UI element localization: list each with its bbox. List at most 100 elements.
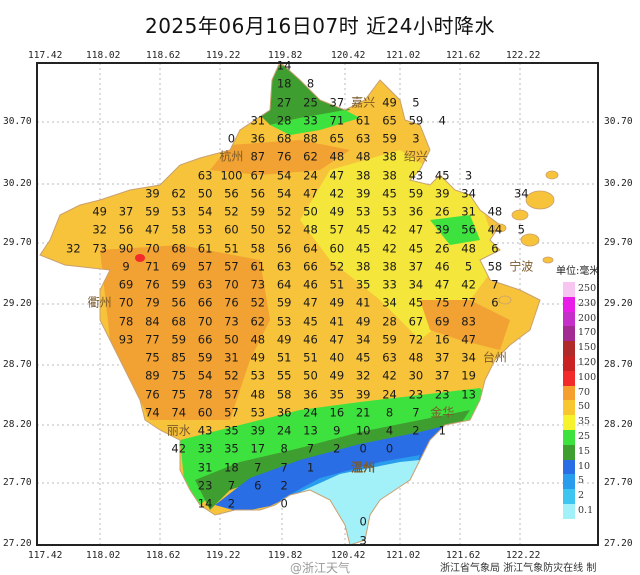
station-rainfall-value: 5 <box>517 222 525 237</box>
station-rainfall-value: 78 <box>118 314 134 328</box>
station-rainfall-value: 67 <box>408 314 424 328</box>
station-rainfall-value: 3 <box>359 533 367 547</box>
station-rainfall-value: 47 <box>145 222 160 237</box>
station-rainfall-value: 32 <box>92 222 108 237</box>
station-rainfall-value: 68 <box>171 314 187 328</box>
station-rainfall-value: 30 <box>408 368 424 383</box>
station-rainfall-value: 24 <box>276 423 292 438</box>
station-rainfall-value: 58 <box>250 241 266 255</box>
station-rainfall-value: 45 <box>408 295 424 310</box>
city-label: 宁波 <box>509 259 534 274</box>
lat-tick-left: 28.20 <box>3 419 32 430</box>
station-rainfall-value: 5 <box>412 95 420 109</box>
station-rainfall-value: 46 <box>434 259 450 274</box>
station-rainfall-value: 73 <box>224 314 239 328</box>
station-rainfall-value: 67 <box>250 168 266 182</box>
station-rainfall-value: 49 <box>276 332 292 347</box>
station-rainfall-value: 66 <box>303 259 318 274</box>
station-rainfall-value: 66 <box>197 332 213 347</box>
station-rainfall-value: 2 <box>412 423 420 438</box>
station-rainfall-value: 7 <box>412 405 420 420</box>
station-rainfall-value: 38 <box>382 168 397 182</box>
station-rainfall-value: 47 <box>303 186 318 201</box>
legend-swatch <box>563 311 575 327</box>
station-rainfall-value: 48 <box>303 222 318 237</box>
station-rainfall-value: 6 <box>254 478 262 493</box>
lon-tick-top: 117.42 <box>28 50 63 61</box>
station-rainfall-value: 13 <box>303 423 318 438</box>
station-rainfall-value: 54 <box>197 204 213 219</box>
station-rainfall-value: 52 <box>329 259 345 274</box>
station-rainfall-value: 73 <box>92 241 108 255</box>
station-rainfall-value: 35 <box>355 277 371 292</box>
station-rainfall-value: 7 <box>227 478 236 493</box>
station-rainfall-value: 54 <box>276 168 292 182</box>
lon-tick-bottom: 118.02 <box>86 550 121 561</box>
station-rainfall-value: 41 <box>329 314 345 328</box>
station-rainfall-value: 39 <box>434 186 450 201</box>
station-rainfall-value: 74 <box>171 405 187 420</box>
station-rainfall-value: 70 <box>197 314 213 328</box>
station-rainfall-value: 53 <box>355 204 371 219</box>
station-rainfall-value: 65 <box>329 131 345 146</box>
legend-swatch <box>563 489 575 504</box>
station-rainfall-value: 41 <box>355 295 371 310</box>
station-rainfall-value: 42 <box>382 241 397 255</box>
station-rainfall-value: 9 <box>333 423 341 438</box>
lon-tick-top: 121.02 <box>386 50 421 61</box>
station-rainfall-value: 24 <box>303 405 318 420</box>
station-rainfall-value: 63 <box>382 350 397 365</box>
legend-label: 170 <box>578 327 597 339</box>
station-rainfall-value: 37 <box>329 95 345 109</box>
station-rainfall-value: 59 <box>171 332 187 347</box>
map-title: 2025年06月16日07时 近24小时降水 <box>144 14 496 38</box>
station-rainfall-value: 24 <box>382 387 397 401</box>
station-rainfall-value: 45 <box>382 186 397 201</box>
station-rainfall-value: 56 <box>276 241 292 255</box>
station-rainfall-value: 42 <box>461 277 476 292</box>
footer-credit: 浙江省气象局 浙江气象防灾在线 制 <box>440 563 597 574</box>
station-rainfall-value: 38 <box>355 259 371 274</box>
legend-label: 70 <box>578 386 591 398</box>
station-rainfall-value: 8 <box>280 441 288 456</box>
city-label: 衢州 <box>87 295 112 310</box>
station-rainfall-value: 54 <box>197 368 213 383</box>
station-rainfall-value: 59 <box>382 131 397 146</box>
station-rainfall-value: 74 <box>145 405 160 420</box>
station-rainfall-value: 1 <box>438 423 446 438</box>
station-rainfall-value: 51 <box>303 350 318 365</box>
station-rainfall-value: 57 <box>224 259 239 274</box>
station-rainfall-value: 69 <box>118 277 134 292</box>
station-rainfall-value: 56 <box>224 186 239 201</box>
station-rainfall-value: 24 <box>303 168 318 182</box>
station-rainfall-value: 59 <box>197 350 213 365</box>
station-rainfall-value: 4 <box>438 113 446 128</box>
station-rainfall-value: 34 <box>408 277 424 292</box>
station-rainfall-value: 71 <box>145 259 160 274</box>
station-rainfall-value: 60 <box>197 405 213 420</box>
station-rainfall-value: 42 <box>382 368 397 383</box>
station-rainfall-value: 39 <box>434 222 450 237</box>
station-rainfall-value: 36 <box>276 405 292 420</box>
station-rainfall-value: 56 <box>118 222 134 237</box>
station-rainfall-value: 69 <box>434 314 450 328</box>
lon-tick-bottom: 119.22 <box>206 550 241 561</box>
station-rainfall-value: 18 <box>224 460 239 474</box>
lon-tick-bottom: 121.62 <box>446 550 481 561</box>
station-rainfall-value: 50 <box>303 204 318 219</box>
station-rainfall-value: 37 <box>408 259 424 274</box>
station-rainfall-value: 76 <box>224 295 239 310</box>
station-rainfall-value: 16 <box>329 405 345 420</box>
lat-tick-left: 30.70 <box>3 116 32 127</box>
station-rainfall-value: 77 <box>461 295 476 310</box>
lon-tick-bottom: 120.42 <box>331 550 366 561</box>
station-rainfall-value: 42 <box>382 222 397 237</box>
station-rainfall-value: 31 <box>461 204 476 219</box>
station-rainfall-value: 39 <box>355 387 371 401</box>
station-rainfall-value: 53 <box>250 368 266 383</box>
station-rainfall-value: 76 <box>145 277 160 292</box>
station-rainfall-value: 76 <box>276 149 292 164</box>
station-rainfall-value: 55 <box>276 368 292 383</box>
legend-swatch <box>563 415 575 430</box>
station-rainfall-value: 79 <box>145 295 160 310</box>
